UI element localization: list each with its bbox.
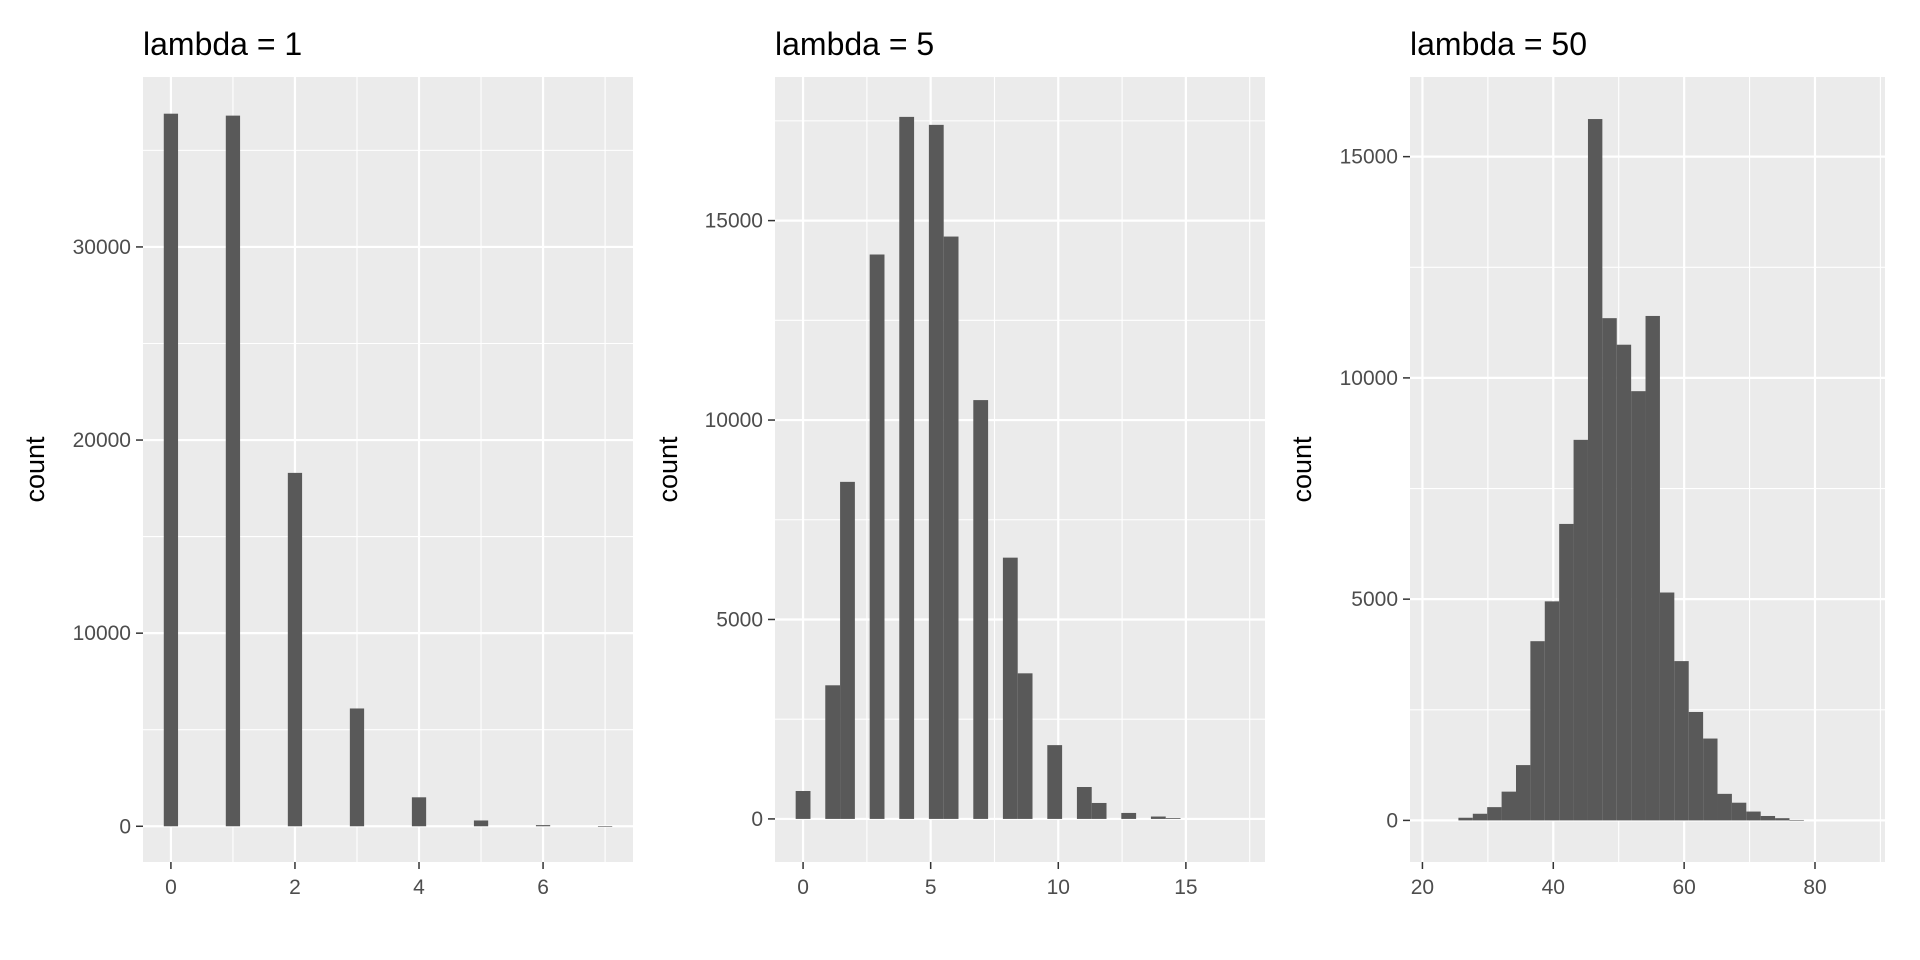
- histogram-bar: [1017, 673, 1033, 819]
- histogram-bar: [1746, 811, 1761, 821]
- histogram-bar: [1515, 765, 1531, 821]
- histogram-bar: [411, 797, 427, 827]
- panel-2: 0 5000 10000 15000 0 5 10 15 lambda = 5 count: [653, 26, 1265, 899]
- histogram-bar: [163, 113, 179, 827]
- histogram-bar: [1688, 711, 1704, 821]
- histogram-bar: [1573, 439, 1588, 821]
- histogram-bar: [349, 708, 365, 827]
- histogram-bar: [1587, 119, 1603, 821]
- x-tick-label: 40: [1542, 876, 1565, 899]
- x-tick-label: 5: [925, 876, 937, 899]
- y-tick-label: 0: [751, 808, 763, 831]
- histogram-bar: [1091, 802, 1107, 819]
- histogram-bar: [1731, 802, 1747, 821]
- histogram-bar: [225, 115, 241, 827]
- y-tick-label: 30000: [73, 236, 131, 259]
- y-tick-label: 10000: [705, 409, 763, 432]
- y-tick-label: 10000: [73, 622, 131, 645]
- histogram-bar: [1659, 592, 1675, 821]
- y-tick-label: 0: [119, 815, 131, 838]
- histogram-bar: [973, 400, 989, 819]
- y-tick-label: 10000: [1340, 367, 1398, 390]
- y-tick-label: 5000: [1351, 588, 1398, 611]
- histogram-bar: [795, 790, 811, 819]
- histogram-bar: [1559, 523, 1574, 821]
- x-tick-label: 2: [289, 876, 301, 899]
- y-tick-label: 15000: [1340, 146, 1398, 169]
- histogram-bar: [535, 825, 551, 827]
- histogram-bar: [1616, 344, 1632, 821]
- histogram-bar: [1602, 318, 1617, 821]
- panel-1: 0 10000 20000 30000 0 2 4 6 lambda = 1 count: [20, 26, 633, 899]
- histogram-bar: [1047, 745, 1063, 819]
- histogram-bar: [869, 254, 885, 819]
- histogram-bar: [928, 124, 944, 819]
- histogram-bar: [1165, 818, 1181, 819]
- histogram-bar: [1645, 315, 1660, 821]
- histogram-bar: [1544, 601, 1560, 821]
- histogram-bar: [943, 236, 959, 819]
- histogram-bar: [597, 826, 613, 827]
- histogram-bar: [1002, 557, 1018, 819]
- histogram-bar: [1487, 807, 1502, 821]
- panel-title: lambda = 1: [143, 26, 302, 62]
- x-tick-label: 0: [797, 876, 809, 899]
- x-tick-label: 6: [537, 876, 549, 899]
- panel-title: lambda = 5: [775, 26, 934, 62]
- panel-background: [143, 77, 633, 862]
- y-tick-label: 0: [1386, 809, 1398, 832]
- y-axis-title: count: [653, 436, 683, 503]
- y-tick-label: 15000: [705, 210, 763, 233]
- histogram-bar: [840, 481, 855, 819]
- histogram-bar: [1760, 815, 1776, 821]
- panel-3: 0 5000 10000 15000 20 40 60 80 lambda = 50 count: [1287, 26, 1885, 899]
- x-tick-label: 10: [1047, 876, 1070, 899]
- histogram-bar: [1703, 738, 1718, 821]
- histogram-bar: [899, 116, 915, 819]
- x-tick-label: 0: [165, 876, 177, 899]
- histogram-bar: [1458, 817, 1473, 821]
- panel-title: lambda = 50: [1410, 26, 1587, 62]
- histogram-bar: [1717, 793, 1732, 821]
- histogram-bar: [1121, 812, 1137, 819]
- histogram-bar: [825, 685, 841, 819]
- histogram-bar: [1530, 641, 1545, 821]
- y-tick-label: 20000: [73, 429, 131, 452]
- histogram-bar: [287, 472, 303, 827]
- histogram-bar: [473, 820, 489, 827]
- histogram-bar: [1472, 813, 1488, 821]
- histogram-bar: [1076, 787, 1092, 819]
- histogram-bar: [1501, 791, 1516, 821]
- histogram-bar: [1631, 391, 1646, 821]
- histogram-bar: [1674, 661, 1689, 821]
- y-axis-title: count: [1287, 436, 1317, 503]
- x-tick-label: 20: [1411, 876, 1434, 899]
- x-tick-label: 15: [1174, 876, 1197, 899]
- histogram-bar: [1789, 819, 1804, 821]
- y-axis-title: count: [20, 436, 50, 503]
- histogram-bar: [1775, 818, 1790, 821]
- x-tick-label: 80: [1803, 876, 1826, 899]
- y-tick-label: 5000: [716, 608, 763, 631]
- histogram-bar: [1150, 816, 1166, 819]
- x-tick-label: 4: [413, 876, 425, 899]
- x-tick-label: 60: [1672, 876, 1695, 899]
